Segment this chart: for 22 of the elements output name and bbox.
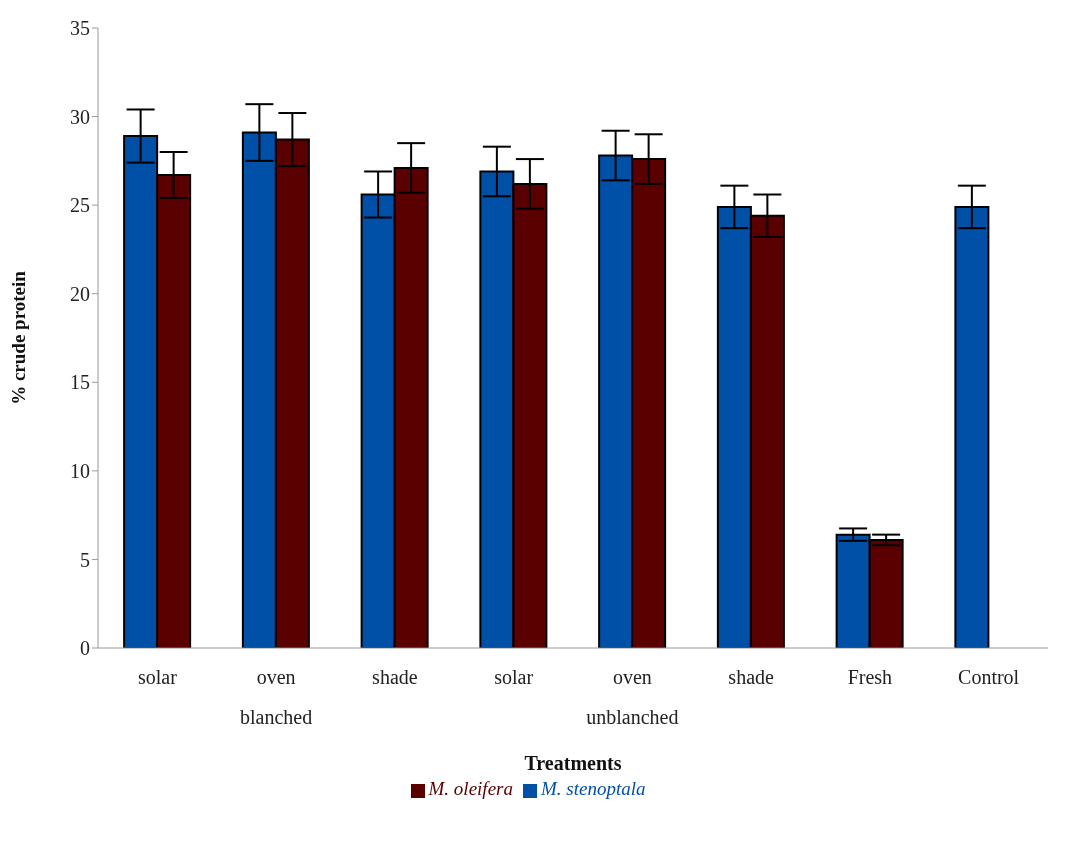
x-tick-label: solar [137, 666, 178, 689]
legend-label: M. oleifera [428, 778, 513, 799]
y-tick-label: 0 [80, 637, 90, 660]
y-tick-label: 35 [70, 17, 90, 40]
y-tick-label: 20 [70, 282, 90, 305]
y-axis-title: % crude protein [7, 270, 29, 405]
legend-label: M. stenoptala [540, 778, 646, 799]
x-tick-label: solar [494, 666, 534, 689]
x-tick-label: Fresh [847, 666, 893, 689]
x-tick-label: Control [958, 666, 1020, 689]
x-tick-label: oven [256, 666, 296, 689]
text: blanched [239, 706, 314, 729]
y-tick-label: 5 [80, 548, 90, 571]
x-axis-title: Treatments [524, 752, 622, 774]
x-tick-label: shade [728, 666, 775, 689]
x-tick-label: shade [372, 666, 418, 689]
y-tick-label: 30 [70, 105, 90, 128]
x-tick-label: oven [612, 666, 652, 689]
text: unblanched [585, 706, 680, 729]
y-tick-label: 15 [70, 371, 90, 394]
y-tick-label: 25 [70, 194, 90, 217]
y-tick-label: 10 [70, 459, 90, 482]
